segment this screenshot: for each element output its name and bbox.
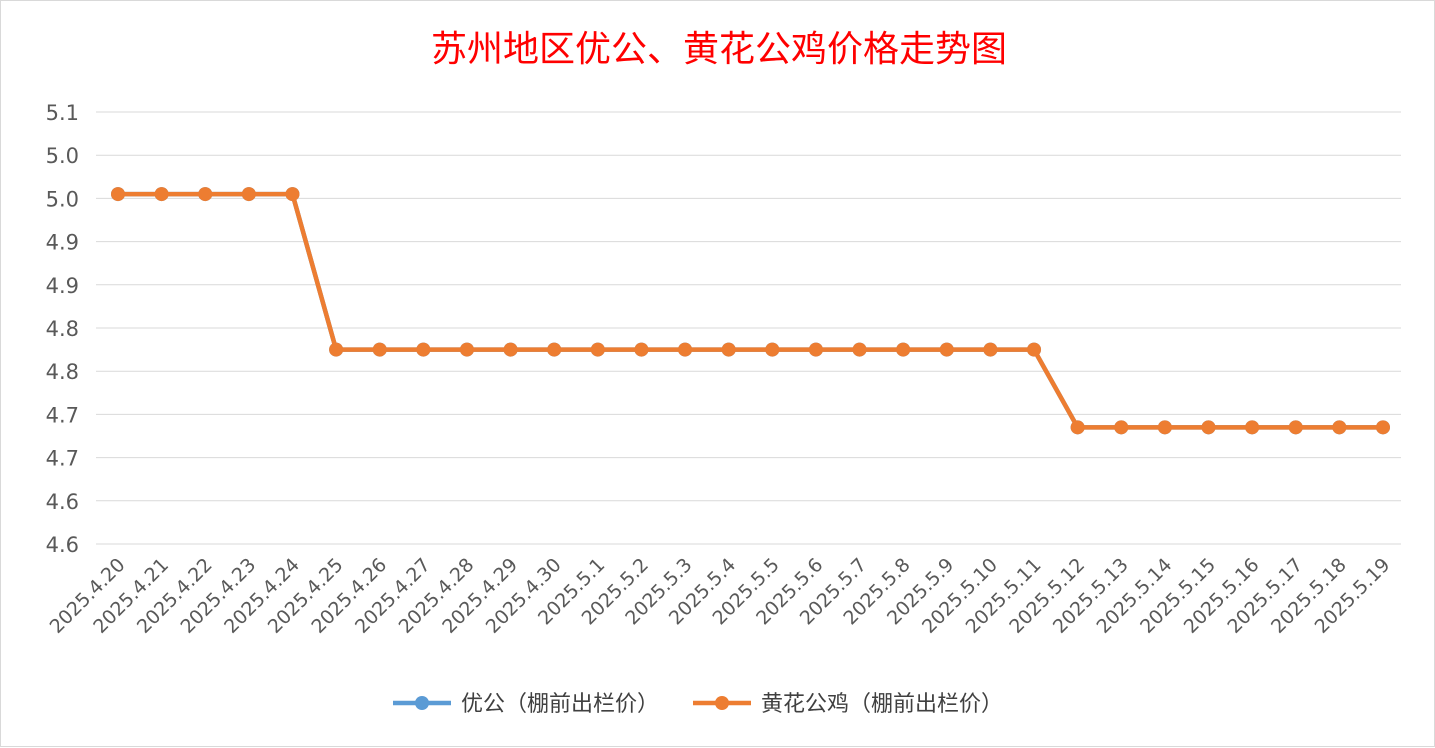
data-point — [1375, 420, 1390, 435]
data-point — [111, 187, 125, 202]
y-tick-label: 4.8 — [46, 360, 79, 384]
series-2 — [111, 187, 1390, 435]
legend-label: 优公（棚前出栏价） — [461, 692, 659, 717]
data-point — [1114, 420, 1129, 435]
x-axis-ticks: 2025.4.202025.4.212025.4.222025.4.232025… — [46, 554, 1395, 638]
data-point — [1070, 420, 1085, 435]
legend: 优公（棚前出栏价） 黄花公鸡（棚前出栏价） — [393, 692, 1003, 717]
data-point — [983, 342, 998, 357]
series-layer — [111, 187, 1390, 435]
legend-label: 黄花公鸡（棚前出栏价） — [761, 692, 1003, 717]
y-tick-label: 5.0 — [46, 187, 79, 211]
y-tick-label: 4.7 — [46, 403, 79, 427]
data-point — [1027, 342, 1042, 357]
y-tick-label: 4.7 — [46, 447, 79, 471]
data-point — [765, 342, 780, 357]
data-point — [634, 342, 649, 357]
chart-title: 苏州地区优公、黄花公鸡价格走势图 — [431, 29, 1007, 70]
data-point — [1157, 420, 1172, 435]
data-point — [329, 342, 344, 357]
data-point — [808, 342, 823, 357]
data-point — [896, 342, 911, 357]
data-point — [503, 342, 518, 357]
y-axis-ticks: 5.1 5.0 5.0 4.9 4.9 4.8 4.8 4.7 4.7 4.6 4.6 — [46, 101, 79, 557]
data-point — [852, 342, 867, 357]
data-point — [154, 187, 169, 202]
data-point — [547, 342, 562, 357]
data-point — [198, 187, 213, 202]
data-point — [1245, 420, 1260, 435]
data-point — [416, 342, 431, 357]
grid-layer — [96, 111, 1401, 545]
y-tick-label: 5.0 — [46, 144, 79, 168]
data-point — [721, 342, 736, 357]
y-tick-label: 4.6 — [46, 490, 79, 514]
data-point — [939, 342, 954, 357]
legend-marker — [415, 696, 429, 710]
data-point — [1201, 420, 1216, 435]
data-point — [241, 187, 256, 202]
data-point — [678, 342, 693, 357]
y-tick-label: 4.9 — [46, 231, 79, 255]
data-point — [1288, 420, 1303, 435]
legend-item-2: 黄花公鸡（棚前出栏价） — [693, 692, 1003, 717]
legend-item-1: 优公（棚前出栏价） — [393, 692, 659, 717]
data-point — [590, 342, 605, 357]
y-tick-label: 4.9 — [46, 274, 79, 298]
data-point — [372, 342, 387, 357]
series-line — [118, 191, 1383, 430]
y-tick-label: 4.8 — [46, 317, 79, 341]
y-tick-label: 4.6 — [46, 533, 79, 557]
series-line — [118, 191, 1383, 430]
data-point — [1332, 420, 1347, 435]
legend-marker — [715, 696, 729, 710]
data-point — [285, 187, 300, 202]
y-tick-label: 5.1 — [46, 101, 79, 125]
data-point — [459, 342, 474, 357]
